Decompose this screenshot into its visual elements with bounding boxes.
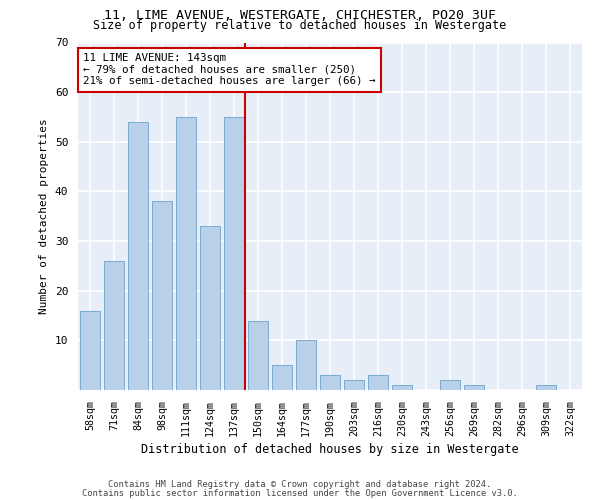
Bar <box>296 340 316 390</box>
Bar <box>248 320 268 390</box>
Text: Contains public sector information licensed under the Open Government Licence v3: Contains public sector information licen… <box>82 488 518 498</box>
Y-axis label: Number of detached properties: Number of detached properties <box>39 118 49 314</box>
Bar <box>392 385 412 390</box>
Bar <box>536 385 556 390</box>
Bar <box>224 117 244 390</box>
Bar <box>344 380 364 390</box>
Bar <box>368 375 388 390</box>
Bar <box>176 117 196 390</box>
Bar <box>80 310 100 390</box>
Text: 11, LIME AVENUE, WESTERGATE, CHICHESTER, PO20 3UF: 11, LIME AVENUE, WESTERGATE, CHICHESTER,… <box>104 9 496 22</box>
Bar <box>440 380 460 390</box>
Bar <box>200 226 220 390</box>
Text: 11 LIME AVENUE: 143sqm
← 79% of detached houses are smaller (250)
21% of semi-de: 11 LIME AVENUE: 143sqm ← 79% of detached… <box>83 53 376 86</box>
Bar <box>320 375 340 390</box>
Bar <box>104 261 124 390</box>
Text: Size of property relative to detached houses in Westergate: Size of property relative to detached ho… <box>94 19 506 32</box>
Text: Contains HM Land Registry data © Crown copyright and database right 2024.: Contains HM Land Registry data © Crown c… <box>109 480 491 489</box>
Bar <box>464 385 484 390</box>
Bar <box>152 202 172 390</box>
X-axis label: Distribution of detached houses by size in Westergate: Distribution of detached houses by size … <box>141 442 519 456</box>
Bar <box>128 122 148 390</box>
Bar <box>272 365 292 390</box>
